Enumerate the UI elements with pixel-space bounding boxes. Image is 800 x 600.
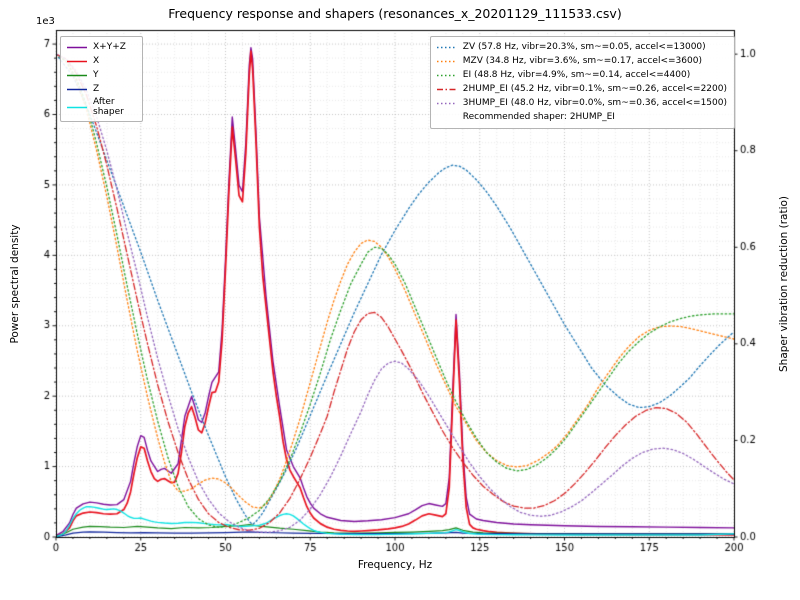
legend-item-y: Y [66, 69, 135, 82]
legend-raw-data: X+Y+Z X Y Z After shaper [60, 36, 143, 122]
legend-item-2hump-ei: 2HUMP_EI (45.2 Hz, vibr=0.1%, sm~=0.26, … [436, 83, 727, 96]
legend-label: MZV (34.8 Hz, vibr=3.6%, sm~=0.17, accel… [462, 56, 702, 66]
legend-label: Z [93, 84, 100, 94]
legend-label: EI (48.8 Hz, vibr=4.9%, sm~=0.14, accel<… [462, 70, 691, 80]
legend-label: After shaper [93, 97, 124, 117]
legend-label: 2HUMP_EI (45.2 Hz, vibr=0.1%, sm~=0.26, … [462, 84, 727, 94]
legend-label: 3HUMP_EI (48.0 Hz, vibr=0.0%, sm~=0.36, … [462, 98, 727, 108]
legend-line-sample-icon [67, 46, 87, 49]
legend-line-sample-icon [67, 88, 87, 91]
x-axis-label: Frequency, Hz [357, 559, 433, 571]
chart-title: Frequency response and shapers (resonanc… [168, 6, 622, 21]
recommended-shaper-note: Recommended shaper: 2HUMP_EI [463, 111, 727, 124]
legend-shapers: ZV (57.8 Hz, vibr=20.3%, sm~=0.05, accel… [429, 36, 735, 129]
legend-line-sample-icon [67, 74, 87, 77]
legend-item-mzv: MZV (34.8 Hz, vibr=3.6%, sm~=0.17, accel… [436, 55, 727, 68]
legend-label: ZV (57.8 Hz, vibr=20.3%, sm~=0.05, accel… [462, 42, 706, 52]
legend-item-zv: ZV (57.8 Hz, vibr=20.3%, sm~=0.05, accel… [436, 41, 727, 54]
legend-line-sample-icon [67, 60, 87, 63]
legend-item-x-y-z: X+Y+Z [66, 41, 135, 54]
legend-label: Y [93, 70, 99, 80]
legend-line-sample-icon [436, 74, 457, 77]
legend-item-3hump-ei: 3HUMP_EI (48.0 Hz, vibr=0.0%, sm~=0.36, … [436, 97, 727, 110]
legend-line-sample-icon [67, 106, 87, 108]
legend-line-sample-icon [436, 60, 457, 63]
legend-item-ei: EI (48.8 Hz, vibr=4.9%, sm~=0.14, accel<… [436, 69, 727, 82]
legend-label: X [93, 56, 100, 66]
y-axis-label-right: Shaper vibration reduction (ratio) [778, 195, 790, 373]
recommended-shaper-label: Recommended shaper: 2HUMP_EI [462, 112, 615, 122]
y-axis-label-left: Power spectral density [9, 224, 21, 344]
legend-line-sample-icon [436, 102, 457, 105]
legend-label: X+Y+Z [93, 42, 126, 52]
legend-item-z: Z [66, 83, 135, 96]
legend-line-sample-icon [436, 46, 457, 49]
legend-item-after-shaper: After shaper [66, 97, 135, 117]
y-axis-offset-label: 1e3 [36, 16, 55, 27]
legend-item-x: X [66, 55, 135, 68]
legend-line-sample-icon [436, 88, 457, 91]
